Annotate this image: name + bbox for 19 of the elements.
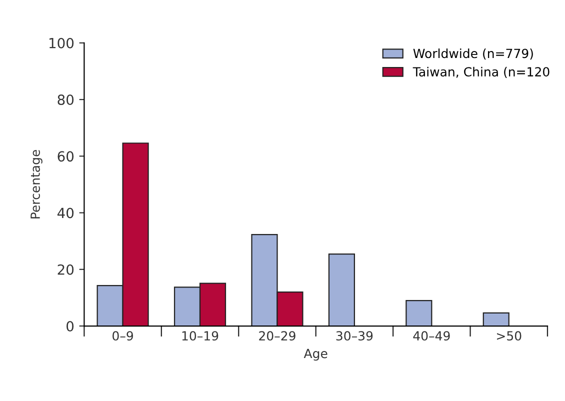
y-tick-label: 80 <box>58 94 74 105</box>
y-tick-label: 0 <box>66 320 74 332</box>
x-tick-label: 40–49 <box>413 331 450 341</box>
y-tick-label: 100 <box>49 38 74 48</box>
bar <box>406 300 432 326</box>
y-tick-label: 60 <box>58 151 74 162</box>
bar <box>482 312 510 326</box>
legend-label: Taiwan, China (n=120 <box>412 66 550 78</box>
y-axis-title: Percentage <box>30 150 42 218</box>
y-tick-label: 20 <box>58 264 74 275</box>
y-tick-label: 40 <box>57 208 74 218</box>
x-tick-label: 20–29 <box>259 331 296 341</box>
x-tick-label: 30–39 <box>336 331 373 341</box>
bar <box>328 254 355 326</box>
x-tick-label: 10–19 <box>182 331 218 341</box>
legend-label: Worldwide (n=779) <box>413 48 533 60</box>
x-tick-label: 0–9 <box>112 331 133 341</box>
x-tick-label: >50 <box>497 331 522 341</box>
x-axis-title: Age <box>304 348 328 361</box>
